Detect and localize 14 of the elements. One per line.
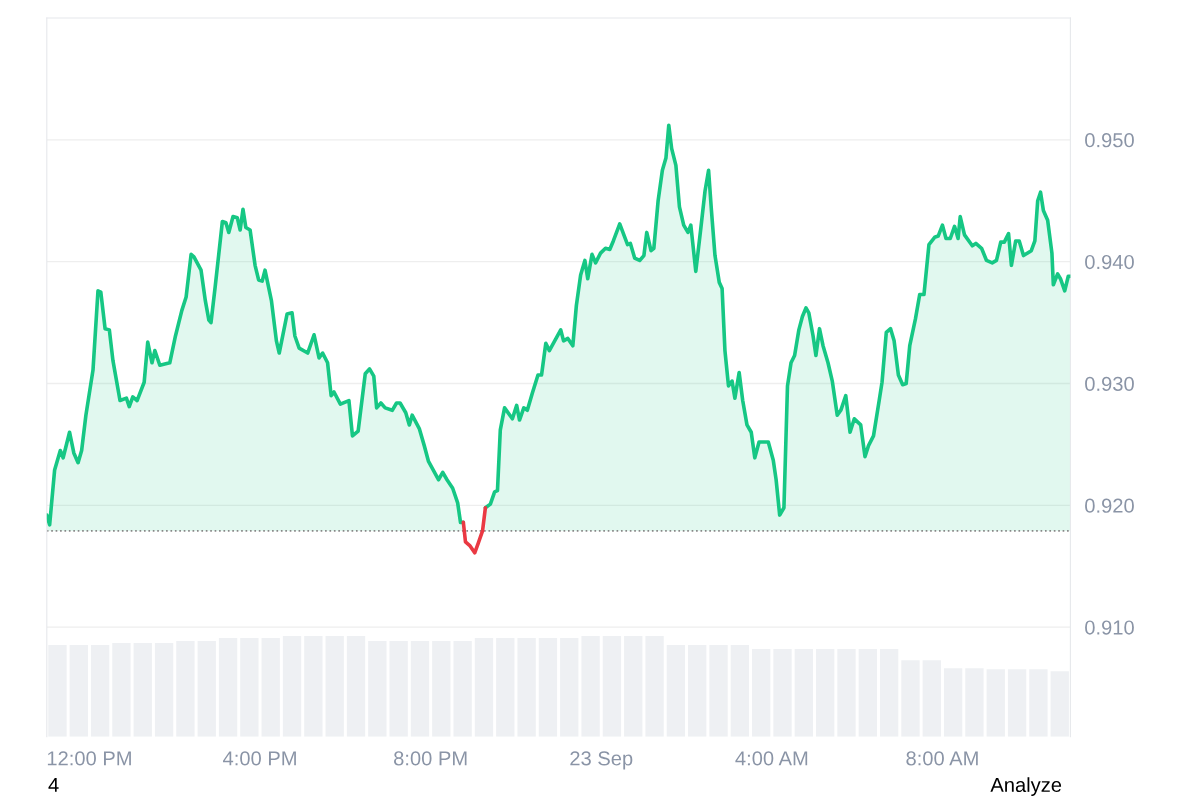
text: 4 — [48, 777, 59, 792]
x-tick-label: 8:00 AM — [906, 751, 978, 766]
x-tick-label: 4:00 AM — [735, 751, 808, 766]
y-tick-label: 0.920 — [1085, 498, 1134, 513]
y-tick-label: 0.910 — [1085, 620, 1134, 635]
y-tick-label: 0.950 — [1085, 133, 1134, 148]
x-tick-label: 4:00 PM — [223, 751, 296, 766]
text: Analyze — [990, 777, 1062, 796]
line-series — [461, 505, 488, 555]
y-tick-label: 0.930 — [1085, 376, 1134, 391]
x-tick-label: 23 Sep — [570, 751, 633, 770]
y-tick-label: 0.940 — [1085, 254, 1134, 270]
x-tick-label: 12:00 PM — [47, 751, 131, 766]
x-tick-label: 8:00 PM — [394, 751, 467, 766]
